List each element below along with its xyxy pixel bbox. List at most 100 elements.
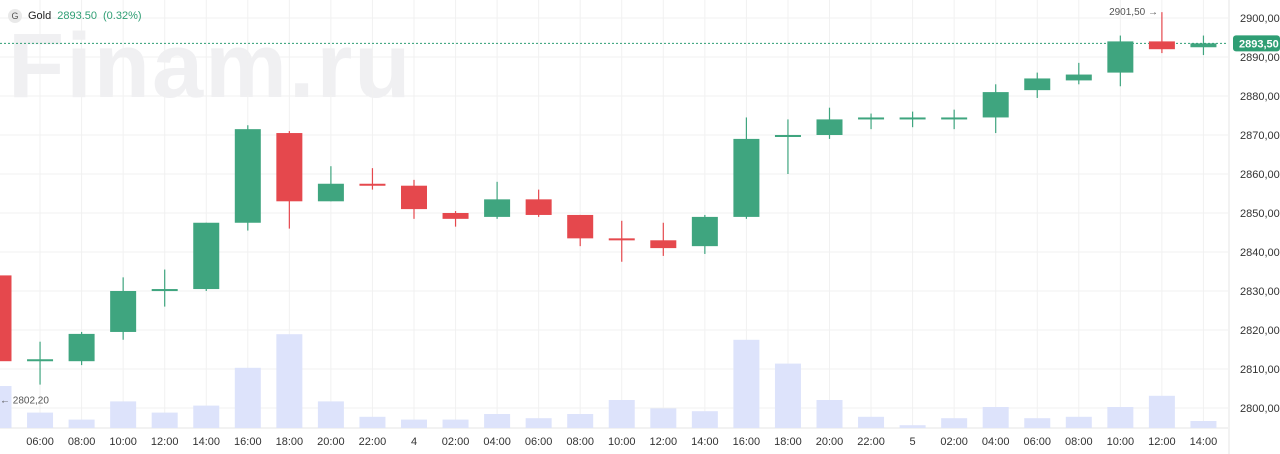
- volume-bar: [442, 419, 469, 428]
- current-price-tag: [1233, 35, 1280, 52]
- volume-bar: [567, 414, 594, 428]
- symbol-icon: G: [8, 9, 22, 23]
- y-tick-label: 2860,00: [1240, 169, 1280, 181]
- candle-body: [1107, 41, 1134, 73]
- y-tick-label: 2890,00: [1240, 52, 1280, 64]
- grid: [0, 0, 1230, 454]
- volume-bar: [608, 400, 635, 428]
- candle-body: [858, 117, 885, 120]
- volume-bar: [1148, 395, 1175, 428]
- x-tick-label: 12:00: [650, 436, 678, 448]
- volume-bar: [941, 418, 968, 428]
- x-tick-label: 10:00: [1107, 436, 1135, 448]
- candle: [774, 119, 801, 174]
- volume-bar: [27, 412, 54, 428]
- candle: [1107, 35, 1134, 87]
- y-tick-label: 2870,00: [1240, 130, 1280, 142]
- candle: [193, 222, 220, 291]
- x-tick-label: 06:00: [525, 436, 553, 448]
- candle: [110, 277, 137, 340]
- last-price: 2893.50: [57, 10, 98, 22]
- candle: [608, 220, 635, 262]
- candle: [899, 111, 926, 128]
- x-tick-label: 14:00: [691, 436, 719, 448]
- candle: [1148, 12, 1175, 54]
- candle-body: [484, 199, 511, 217]
- x-tick-label: 22:00: [857, 436, 885, 448]
- x-tick-label: 5: [910, 436, 916, 448]
- candle-body: [982, 92, 1009, 118]
- volume-bar: [733, 339, 760, 428]
- x-tick-label: 06:00: [1023, 436, 1051, 448]
- candle-body: [816, 119, 843, 135]
- x-tick-label: 04:00: [982, 436, 1010, 448]
- candle: [567, 214, 594, 247]
- y-tick-label: 2800,00: [1240, 403, 1280, 415]
- instrument-header[interactable]: G Gold 2893.50 (0.32%): [8, 9, 142, 23]
- candle: [484, 181, 511, 219]
- candle-body: [525, 199, 552, 215]
- volume-bar: [484, 414, 511, 428]
- candle-body: [941, 117, 968, 120]
- x-tick-label: 18:00: [276, 436, 304, 448]
- candle: [1065, 62, 1092, 85]
- y-tick-label: 2810,00: [1240, 364, 1280, 376]
- volume-bar: [110, 401, 137, 428]
- current-price-tag-label: 2893,50: [1239, 38, 1279, 50]
- volume-bar: [359, 416, 386, 428]
- y-tick-label: 2880,00: [1240, 91, 1280, 103]
- y-axis: 2800,00 2810,00 2820,00 2830,00 2840,00 2850,…: [1240, 13, 1280, 415]
- candle: [276, 131, 303, 229]
- x-tick-label: 4: [411, 436, 417, 448]
- candle: [1024, 72, 1051, 98]
- volume-bar: [317, 401, 344, 428]
- candle-body: [608, 238, 635, 241]
- x-tick-label: 22:00: [359, 436, 387, 448]
- volume-bar: [193, 405, 220, 428]
- candle: [733, 117, 760, 219]
- price-change: (0.32%): [103, 10, 142, 22]
- x-tick-label: 08:00: [68, 436, 96, 448]
- x-tick-label: 06:00: [26, 436, 54, 448]
- candle-body: [110, 291, 137, 332]
- candle: [359, 168, 386, 190]
- x-tick-label: 08:00: [1065, 436, 1093, 448]
- symbol-name: Gold: [28, 10, 52, 22]
- candle: [1190, 35, 1217, 56]
- volume-bar: [68, 419, 95, 428]
- volume-bar: [234, 367, 261, 428]
- volume-bar: [0, 386, 12, 428]
- volume-bar: [525, 418, 552, 428]
- candle-body: [1065, 74, 1092, 81]
- candle-body: [442, 213, 469, 219]
- candle: [691, 214, 718, 254]
- candle-body: [151, 289, 178, 292]
- x-tick-label: 10:00: [109, 436, 137, 448]
- x-tick-label: 14:00: [192, 436, 220, 448]
- volume-bar: [1065, 416, 1092, 428]
- volume-bar: [401, 419, 427, 428]
- candle-body: [234, 129, 261, 223]
- volume-bar: [1190, 421, 1217, 428]
- candles: [0, 12, 1217, 385]
- y-tick-label: 2820,00: [1240, 325, 1280, 337]
- candle-body: [774, 135, 801, 137]
- candle-body: [27, 359, 54, 362]
- x-tick-label: 12:00: [1148, 436, 1176, 448]
- x-tick-label: 10:00: [608, 436, 636, 448]
- x-tick-label: 18:00: [774, 436, 802, 448]
- x-tick-label: 14:00: [1190, 436, 1218, 448]
- volume-bar: [276, 334, 303, 428]
- candle-body: [1024, 78, 1051, 91]
- candle: [68, 331, 95, 366]
- candle-body: [1190, 43, 1217, 48]
- candle: [317, 166, 344, 202]
- candle-body: [1148, 41, 1175, 50]
- candle: [0, 275, 12, 362]
- candle: [151, 269, 178, 307]
- y-tick-label: 2830,00: [1240, 286, 1280, 298]
- y-tick-label: 2900,00: [1240, 13, 1280, 25]
- volume-bar: [982, 407, 1009, 428]
- x-tick-label: 08:00: [566, 436, 594, 448]
